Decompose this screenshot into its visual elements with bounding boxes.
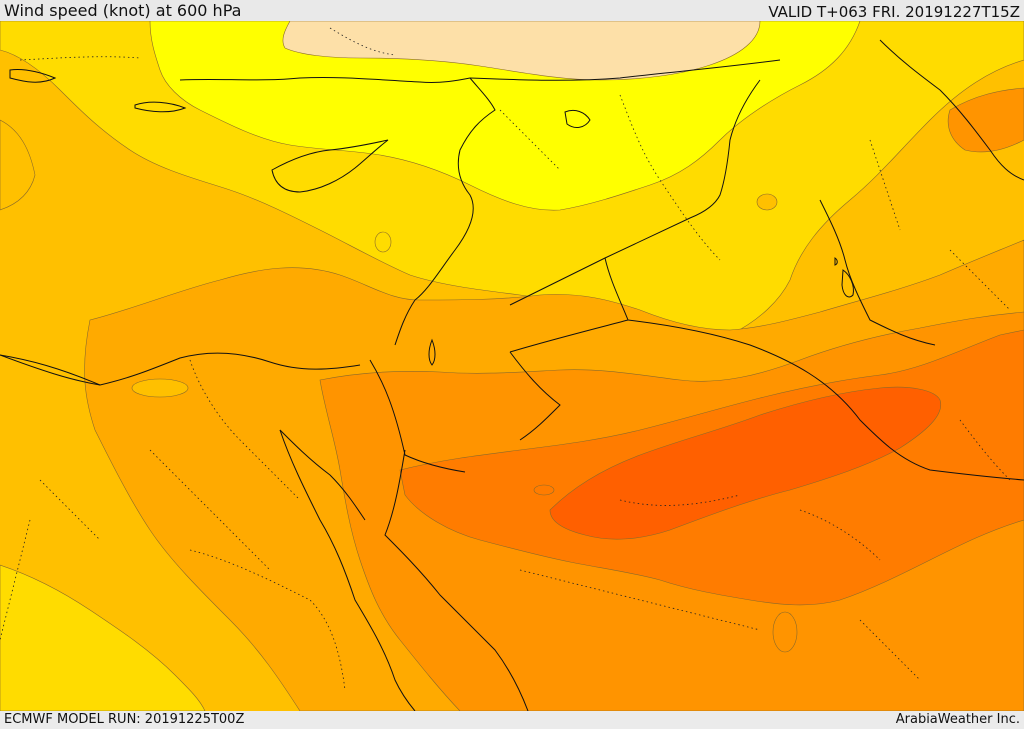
cyprus-outline: [271, 139, 389, 193]
credit-label: ArabiaWeather Inc.: [895, 712, 1020, 727]
contour-blob-3: [756, 193, 778, 211]
dead-sea: [428, 338, 436, 366]
contour-blob-2: [374, 231, 392, 253]
contour-pale-peach: [282, 21, 761, 81]
red-sea-west-coast: [279, 429, 416, 711]
wind-speed-map[interactable]: [0, 21, 1024, 711]
contour-blob-4: [131, 378, 189, 398]
crete: [134, 101, 187, 113]
border-turkey-syria: [469, 59, 781, 81]
red-sea-east-coast: [384, 449, 529, 711]
contour-red-orange-core: [549, 386, 942, 540]
water-features: [9, 69, 854, 366]
contour-gold-west: [0, 119, 36, 211]
caspian-edge: [879, 39, 1024, 181]
lake-van: [564, 109, 591, 128]
border-jordan-south: [509, 351, 561, 441]
qatar-peninsula: [841, 269, 854, 298]
contour-orange-east: [947, 87, 1024, 153]
gulf-coast-east: [819, 199, 936, 346]
border-jordan-saudi: [509, 257, 629, 353]
border-iraq-west: [509, 79, 761, 306]
model-run-label: ECMWF MODEL RUN: 20191225T00Z: [4, 712, 245, 727]
border-sinai: [369, 359, 466, 473]
map-title: Wind speed (knot) at 600 hPa: [4, 1, 242, 20]
aegean-islands: [9, 69, 57, 83]
valid-time-label: VALID T+063 FRI. 20191227T15Z: [768, 3, 1020, 21]
title-bar: Wind speed (knot) at 600 hPa VALID T+063…: [0, 0, 1024, 21]
bahrain: [834, 257, 838, 266]
admin-boundaries: [0, 27, 1011, 691]
contour-blob-5: [533, 484, 555, 496]
footer-bar: ECMWF MODEL RUN: 20191225T00Z ArabiaWeat…: [0, 711, 1024, 729]
contour-blob-1: [772, 611, 798, 653]
contour-gold-southwest: [0, 564, 206, 711]
coastlines: [0, 39, 1024, 711]
mediterranean-coast-north: [179, 76, 496, 346]
border-egypt-sudan: [0, 354, 101, 386]
national-borders: [0, 59, 1024, 481]
mediterranean-coast-south: [0, 352, 361, 386]
border-saudi-iraq: [627, 319, 1024, 481]
gulf-of-suez: [279, 429, 366, 521]
